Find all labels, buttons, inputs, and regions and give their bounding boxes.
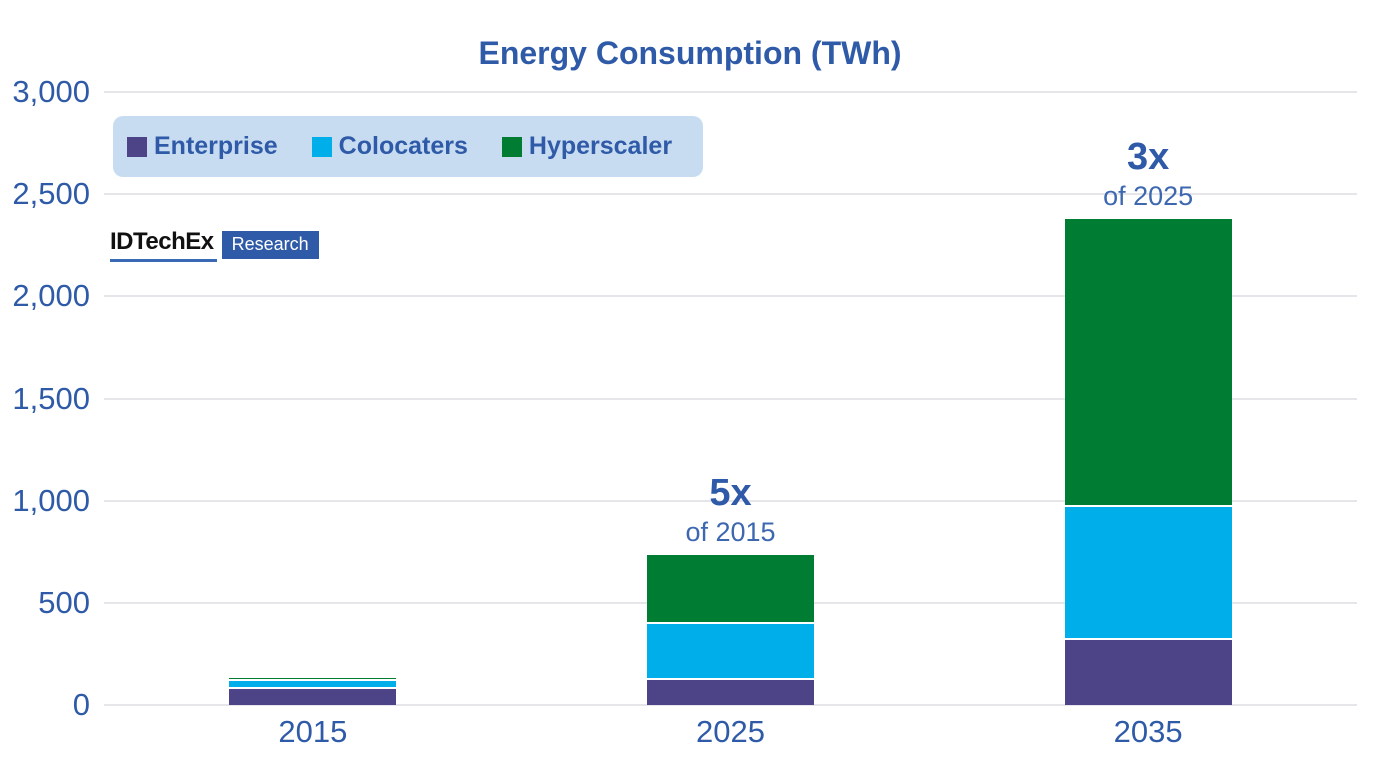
legend-label: Hyperscaler xyxy=(528,132,673,160)
annotation-headline: 3x xyxy=(1127,135,1170,178)
legend-item-colocaters: Colocaters xyxy=(311,132,468,161)
gridline xyxy=(104,91,1357,93)
x-axis-label-2015: 2015 xyxy=(278,714,348,749)
x-axis-label-2025: 2025 xyxy=(696,714,765,749)
y-axis-tick-label: 1,500 xyxy=(12,380,90,416)
legend: Enterprise Colocaters Hyperscaler xyxy=(113,116,703,177)
bar-segment-colocaters-2025 xyxy=(647,624,814,681)
bar-2025 xyxy=(647,554,814,705)
idtechex-research-badge: Research xyxy=(221,231,319,259)
y-axis-tick-label: 0 xyxy=(72,687,90,722)
annotation-2025: 5x of 2015 xyxy=(601,471,861,549)
gridline xyxy=(104,397,1357,400)
y-axis-tick-label: 2,000 xyxy=(12,278,90,314)
bar-2035 xyxy=(1064,218,1232,705)
bar-2015 xyxy=(229,678,397,705)
legend-swatch-enterprise-icon xyxy=(127,136,147,157)
bar-segment-enterprise-2015 xyxy=(229,688,397,705)
bar-segment-enterprise-2035 xyxy=(1064,639,1232,705)
annotation-sub: of 2025 xyxy=(1103,180,1194,211)
legend-item-hyperscaler: Hyperscaler xyxy=(501,132,673,161)
gridline xyxy=(104,499,1357,502)
legend-items: Enterprise Colocaters Hyperscaler xyxy=(127,132,672,161)
bar-segment-enterprise-2025 xyxy=(647,680,814,705)
annotation-headline: 5x xyxy=(709,471,752,514)
idtechex-logo-text: IDTechEx xyxy=(110,228,217,262)
bar-segment-colocaters-2015 xyxy=(229,681,397,689)
y-axis-tick-label: 2,500 xyxy=(12,176,90,212)
idtechex-logo: IDTechEx Research xyxy=(110,228,319,262)
gridline xyxy=(104,193,1357,196)
gridline xyxy=(104,704,1357,706)
x-axis-label-2035: 2035 xyxy=(1113,714,1183,749)
bar-segment-hyperscaler-2035 xyxy=(1064,218,1232,507)
y-axis-tick-label: 500 xyxy=(38,584,90,620)
legend-label: Enterprise xyxy=(154,132,278,160)
bar-segment-hyperscaler-2015 xyxy=(229,678,397,682)
y-axis-tick-label: 1,000 xyxy=(12,482,90,518)
gridline xyxy=(104,295,1357,298)
y-axis-tick-label: 3,000 xyxy=(12,74,90,109)
legend-label: Colocaters xyxy=(338,132,468,160)
annotation-sub: of 2015 xyxy=(685,516,776,547)
annotation-2035: 3x of 2025 xyxy=(1018,135,1278,213)
chart-title: Energy Consumption (TWh) xyxy=(478,35,902,71)
legend-swatch-hyperscaler-icon xyxy=(501,136,522,157)
bar-segment-hyperscaler-2025 xyxy=(647,554,814,625)
bar-segment-colocaters-2035 xyxy=(1064,506,1232,640)
legend-item-enterprise: Enterprise xyxy=(127,132,278,161)
legend-swatch-colocaters-icon xyxy=(311,136,332,157)
